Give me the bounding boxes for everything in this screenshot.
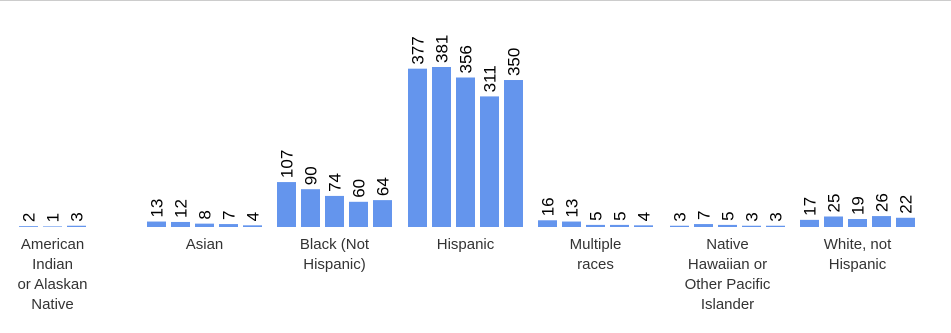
- category-label-1: Asian: [186, 236, 224, 253]
- bar-g0-2: [67, 225, 86, 227]
- bar-g1-3: [219, 224, 238, 227]
- bar-g4-3: [610, 224, 629, 227]
- bar-g1-4: [243, 225, 262, 227]
- bar-g4-4: [634, 225, 653, 227]
- category-label-line: Hawaiian or: [688, 256, 767, 273]
- data-label-g1-4: 4: [244, 212, 263, 221]
- category-label-line: Hispanic: [437, 236, 495, 253]
- bar-g2-0: [277, 182, 296, 227]
- category-label-3: Hispanic: [437, 236, 495, 253]
- bar-g3-2: [456, 77, 475, 227]
- data-label-g6-0: 17: [801, 197, 820, 216]
- bar-g6-0: [800, 219, 819, 227]
- data-label-g2-0: 107: [278, 150, 297, 178]
- data-label-g0-1: 1: [44, 213, 63, 222]
- data-label-g2-1: 90: [302, 166, 321, 185]
- category-label-line: Asian: [186, 236, 224, 253]
- category-label-line: White, not: [824, 236, 892, 253]
- category-label-2: Black (Not Hispanic): [300, 236, 370, 273]
- data-label-g4-4: 4: [635, 212, 654, 221]
- category-label-0: American Indian or Alaskan Native: [17, 236, 87, 313]
- data-label-g4-3: 5: [611, 211, 630, 220]
- bar-g2-3: [349, 201, 368, 227]
- bar-g5-1: [694, 224, 713, 227]
- data-label-g2-2: 74: [326, 173, 345, 192]
- bar-g4-0: [538, 220, 557, 227]
- category-label-line: Other Pacific: [685, 276, 771, 293]
- bar-g2-1: [301, 189, 320, 227]
- data-label-g6-1: 25: [825, 194, 844, 213]
- bar-g6-3: [872, 216, 891, 227]
- data-label-g1-1: 12: [172, 199, 191, 218]
- bar-g2-2: [325, 195, 344, 227]
- category-label-6: White, not Hispanic: [824, 236, 892, 273]
- category-label-line: Multiple: [570, 236, 622, 253]
- bar-g1-1: [171, 221, 190, 227]
- bar-g6-1: [824, 216, 843, 227]
- data-label-g2-3: 60: [350, 179, 369, 198]
- data-label-g1-2: 8: [196, 210, 215, 219]
- category-label-line: races: [577, 256, 614, 273]
- category-label-line: Indian: [32, 256, 73, 273]
- bar-g0-0: [19, 226, 38, 227]
- bar-g5-3: [742, 225, 761, 227]
- bar-g0-1: [43, 226, 62, 227]
- category-label-line: Native: [31, 296, 74, 313]
- category-label-line: Hispanic): [303, 256, 366, 273]
- category-label-line: American: [21, 236, 84, 253]
- category-label-line: or Alaskan: [17, 276, 87, 293]
- bar-g5-0: [670, 225, 689, 227]
- category-label-line: Black (Not: [300, 236, 370, 253]
- data-label-g3-1: 381: [433, 35, 452, 63]
- category-label-line: Hispanic: [829, 256, 887, 273]
- data-label-g3-4: 350: [505, 48, 524, 76]
- data-label-g6-4: 22: [897, 195, 916, 214]
- data-label-g0-2: 3: [68, 212, 87, 221]
- data-label-g5-1: 7: [695, 211, 714, 220]
- category-label-line: Islander: [701, 296, 754, 313]
- data-label-g3-2: 356: [457, 45, 476, 73]
- bar-g2-4: [373, 200, 392, 227]
- data-label-g4-1: 13: [563, 199, 582, 218]
- bar-g3-4: [504, 80, 523, 227]
- bar-g6-4: [896, 217, 915, 227]
- data-label-g4-2: 5: [587, 211, 606, 220]
- data-label-g5-4: 3: [767, 212, 786, 221]
- bar-g1-2: [195, 223, 214, 227]
- bar-g6-2: [848, 219, 867, 227]
- bar-g1-0: [147, 221, 166, 227]
- top-border: [0, 0, 951, 1]
- data-label-g2-4: 64: [374, 177, 393, 196]
- bar-g4-1: [562, 221, 581, 227]
- bar-g4-2: [586, 224, 605, 227]
- data-label-g1-0: 13: [148, 199, 167, 218]
- data-label-g6-2: 19: [849, 196, 868, 215]
- data-label-g3-0: 377: [409, 36, 428, 64]
- data-label-g3-3: 311: [481, 65, 500, 92]
- bar-g3-3: [480, 96, 499, 227]
- data-label-g5-3: 3: [743, 212, 762, 221]
- category-label-4: Multiple races: [570, 236, 622, 273]
- category-label-line: Native: [706, 236, 749, 253]
- bar-g3-0: [408, 68, 427, 228]
- category-label-5: Native Hawaiian or Other Pacific Islander: [685, 236, 771, 313]
- bar-g3-1: [432, 67, 451, 227]
- data-label-g4-0: 16: [539, 197, 558, 216]
- bar-g5-2: [718, 224, 737, 227]
- data-label-g6-3: 26: [873, 193, 892, 212]
- data-label-g5-2: 5: [719, 211, 738, 220]
- data-label-g1-3: 7: [220, 211, 239, 220]
- data-label-g5-0: 3: [671, 212, 690, 221]
- data-label-g0-0: 2: [20, 213, 39, 222]
- bar-g5-4: [766, 225, 785, 227]
